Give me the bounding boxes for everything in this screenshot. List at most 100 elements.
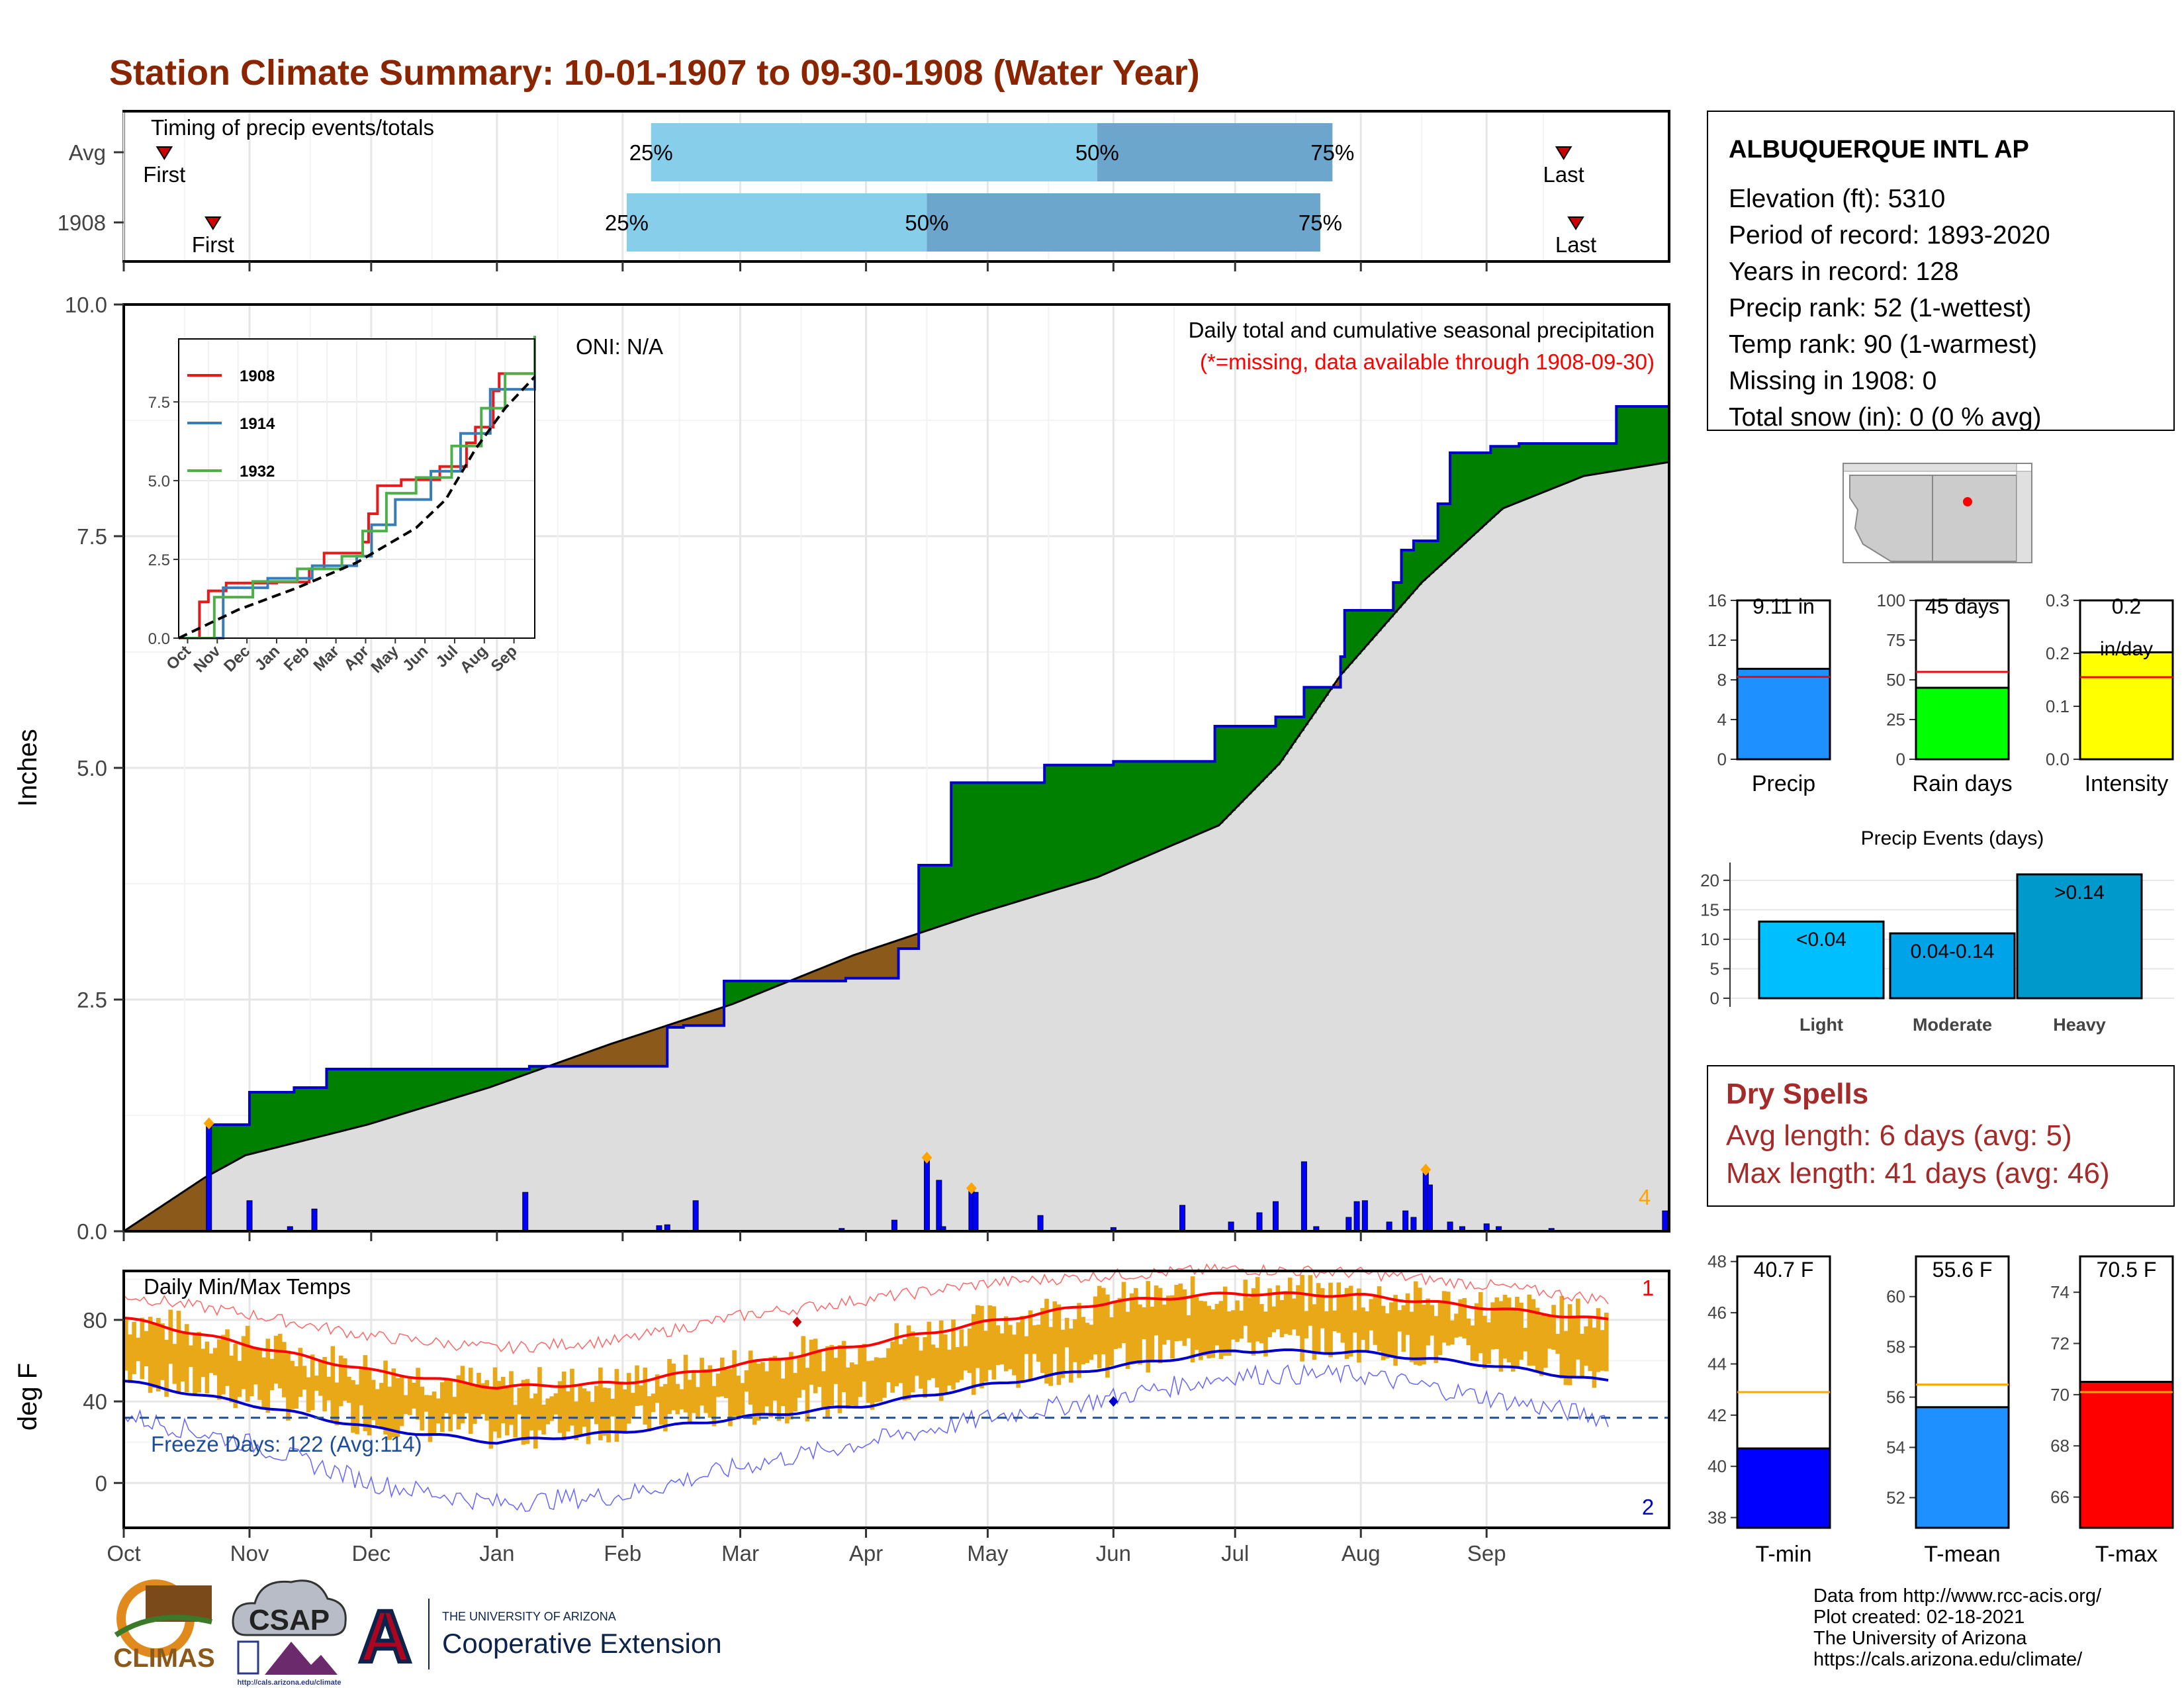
below-average-fill bbox=[606, 1045, 612, 1066]
daily-temp-range-bar bbox=[732, 1350, 737, 1417]
above-average-fill bbox=[1664, 406, 1670, 463]
station-line: Precip rank: 52 (1-wettest) bbox=[1729, 294, 2031, 322]
daily-temp-range-bar bbox=[294, 1366, 299, 1409]
daily-temp-range-bar bbox=[1531, 1299, 1536, 1366]
heavy-event-marker bbox=[921, 1151, 933, 1164]
oni-label: ONI: N/A bbox=[576, 334, 663, 359]
daily-temp-range-bar bbox=[412, 1382, 416, 1409]
daily-temp-range-bar bbox=[1206, 1305, 1211, 1359]
below-average-fill bbox=[132, 1224, 136, 1231]
daily-temp-range-bar bbox=[395, 1378, 400, 1437]
daily-temp-range-bar bbox=[923, 1337, 927, 1398]
daily-precip-bar bbox=[936, 1180, 942, 1232]
above-average-fill bbox=[1320, 687, 1325, 702]
above-average-fill bbox=[1279, 717, 1285, 761]
daily-temp-range-bar bbox=[561, 1372, 567, 1441]
daily-temp-range-bar bbox=[639, 1385, 643, 1406]
above-average-fill bbox=[1113, 761, 1118, 870]
daily-temp-range-bar bbox=[590, 1402, 595, 1418]
above-average-fill bbox=[537, 1066, 542, 1070]
last-event-label: Last bbox=[1543, 162, 1584, 187]
above-average-fill bbox=[1068, 765, 1073, 886]
above-average-fill bbox=[1214, 726, 1220, 827]
daily-temp-range-bar bbox=[533, 1393, 538, 1449]
daily-temp-range-bar bbox=[667, 1358, 672, 1415]
inset-y-tick-label: 2.5 bbox=[148, 551, 170, 569]
daily-temp-range-bar bbox=[505, 1386, 510, 1436]
daily-temp-range-bar bbox=[168, 1309, 173, 1364]
daily-temp-range-bar bbox=[825, 1346, 830, 1418]
summary-bar-chart: 0.0 0.1 0.2 0.3 0.2 in/day Intensity bbox=[2046, 590, 2174, 796]
daily-temp-range-bar bbox=[1422, 1304, 1426, 1365]
daily-temp-range-bar bbox=[1194, 1297, 1199, 1350]
temp-summary-y-tick-label: 48 bbox=[1707, 1252, 1727, 1272]
above-average-fill bbox=[448, 1069, 453, 1100]
daily-precip-bar bbox=[1256, 1212, 1263, 1232]
above-average-fill bbox=[1089, 765, 1094, 879]
csap-cloud-icon bbox=[232, 1579, 347, 1636]
below-average-fill bbox=[128, 1227, 132, 1231]
heavy-event-marker bbox=[966, 1182, 977, 1194]
above-average-fill bbox=[1490, 446, 1496, 518]
below-average-fill bbox=[878, 946, 883, 978]
above-average-fill bbox=[1016, 782, 1021, 902]
daily-temp-range-bar bbox=[1138, 1304, 1142, 1365]
avg-tmin-line bbox=[123, 1348, 1609, 1445]
above-average-fill bbox=[298, 1088, 303, 1142]
temp-summary-value-label: 40.7 F bbox=[1754, 1258, 1814, 1282]
above-average-fill bbox=[919, 865, 923, 933]
summary-y-tick-label: 4 bbox=[1717, 710, 1727, 729]
summary-y-tick-label: 8 bbox=[1717, 670, 1727, 690]
climas-swoosh-icon bbox=[114, 1615, 212, 1638]
above-average-fill bbox=[1182, 761, 1187, 841]
above-average-fill bbox=[724, 981, 729, 1007]
below-average-fill bbox=[797, 977, 802, 981]
month-tick-label: Oct bbox=[107, 1541, 140, 1566]
summary-y-tick-label: 0.0 bbox=[2046, 749, 2070, 769]
above-average-fill bbox=[959, 782, 964, 919]
daily-temp-range-bar bbox=[663, 1383, 668, 1432]
daily-temp-range-bar bbox=[1199, 1301, 1203, 1360]
daily-temp-range-bar bbox=[947, 1350, 952, 1386]
below-average-fill bbox=[898, 939, 903, 949]
above-average-fill bbox=[1348, 610, 1353, 664]
ua-small-text: THE UNIVERSITY OF ARIZONA bbox=[442, 1610, 616, 1623]
daily-temp-range-bar bbox=[444, 1378, 449, 1413]
above-average-fill bbox=[1235, 726, 1240, 807]
above-average-fill bbox=[756, 981, 761, 994]
below-average-fill bbox=[148, 1213, 153, 1231]
daily-temp-range-bar bbox=[545, 1398, 551, 1425]
daily-temp-range-bar bbox=[841, 1340, 846, 1393]
daily-temp-range-bar bbox=[817, 1349, 822, 1387]
above-average-fill bbox=[351, 1069, 355, 1129]
month-tick-label: Dec bbox=[352, 1541, 391, 1566]
climas-wordmark: CLIMAS bbox=[113, 1644, 214, 1673]
daily-temp-range-bar bbox=[1085, 1323, 1090, 1363]
daily-temp-range-bar bbox=[987, 1305, 993, 1370]
temp-y-label: deg F bbox=[13, 1363, 42, 1430]
daily-temp-range-bar bbox=[152, 1324, 157, 1388]
above-average-fill bbox=[265, 1092, 271, 1150]
above-average-fill bbox=[1316, 687, 1321, 708]
daily-temp-range-bar bbox=[1324, 1311, 1329, 1354]
temp-summary-y-tick-label: 72 bbox=[2050, 1334, 2070, 1354]
events-bar-label: 0.04-0.14 bbox=[1911, 941, 1995, 962]
inset-legend-label: 1914 bbox=[240, 415, 275, 433]
below-average-fill bbox=[886, 943, 891, 978]
month-tick-label: Feb bbox=[604, 1541, 641, 1566]
above-average-fill bbox=[306, 1088, 311, 1140]
above-average-fill bbox=[347, 1069, 351, 1129]
above-average-fill bbox=[987, 782, 993, 910]
daily-temp-range-bar bbox=[696, 1387, 700, 1419]
daily-temp-range-bar bbox=[176, 1311, 181, 1394]
above-average-fill bbox=[533, 1066, 538, 1071]
station-line: Elevation (ft): 5310 bbox=[1729, 185, 1945, 213]
csap-logo: CSAP http://cals.arizona.edu/climate bbox=[232, 1579, 347, 1687]
above-average-fill bbox=[1418, 541, 1422, 585]
summary-y-tick-label: 12 bbox=[1707, 630, 1727, 650]
daily-precip-bar bbox=[1361, 1200, 1368, 1232]
daily-temp-range-bar bbox=[1430, 1305, 1435, 1336]
daily-temp-range-bar bbox=[216, 1339, 222, 1400]
summary-y-tick-label: 0 bbox=[1717, 749, 1727, 769]
above-average-fill bbox=[310, 1088, 315, 1139]
